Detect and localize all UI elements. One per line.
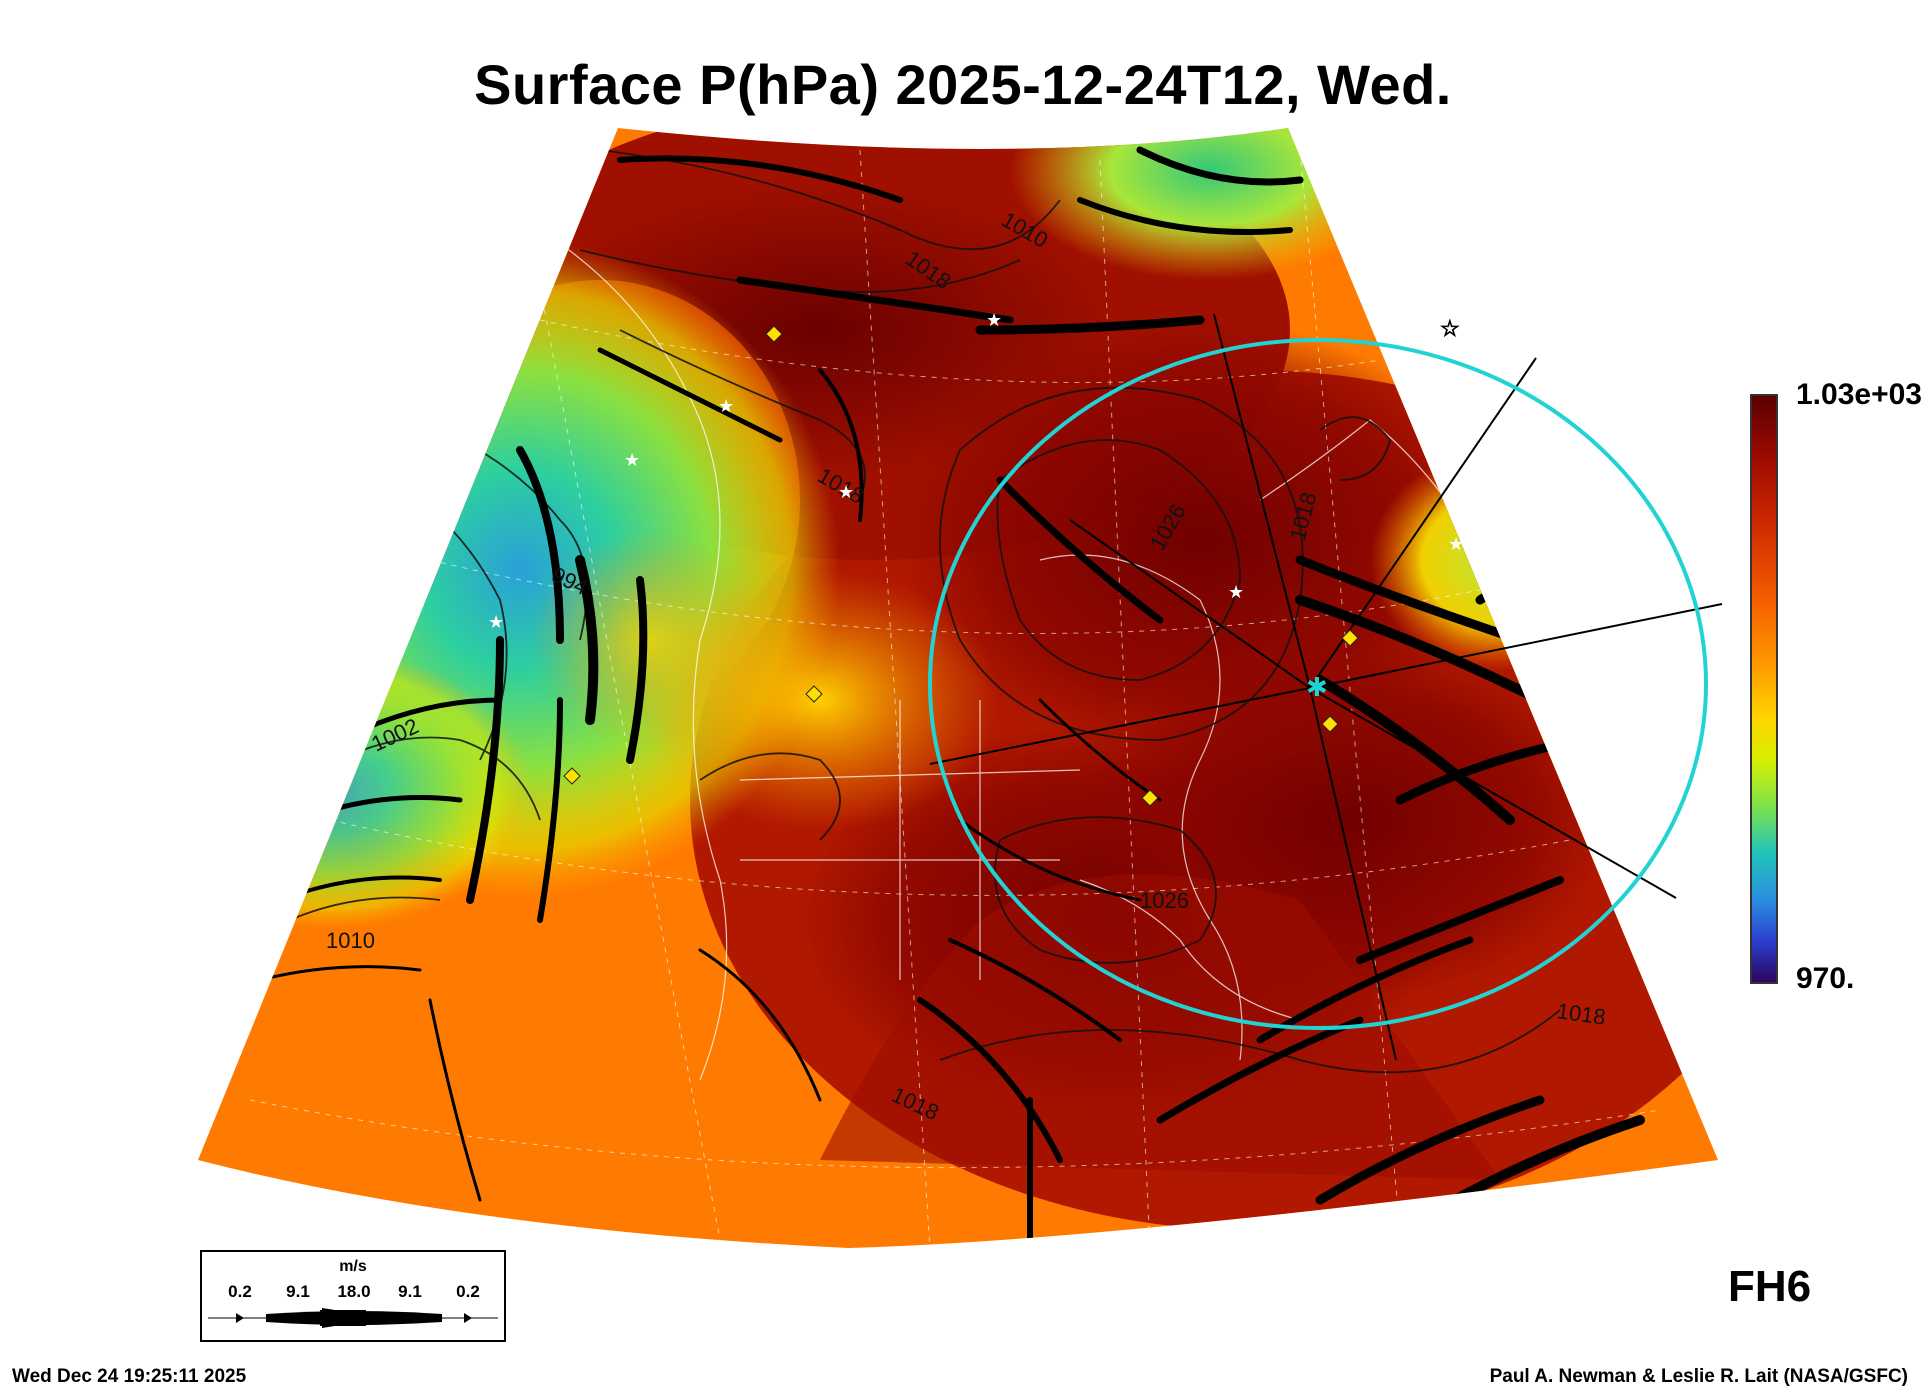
- pressure-field: [198, 128, 1718, 1248]
- colorbar: [1750, 394, 1778, 984]
- isobars: [289, 149, 1561, 1074]
- star-icon: ★: [488, 612, 504, 633]
- footer-timestamp: Wed Dec 24 19:25:11 2025: [12, 1366, 247, 1387]
- colorbar-max-label: 1.03e+03: [1796, 378, 1922, 411]
- contour-label: 1026: [1140, 888, 1189, 913]
- star-icon: ★: [624, 450, 640, 471]
- footer-credit: Paul A. Newman & Leslie R. Lait (NASA/GS…: [1489, 1366, 1908, 1387]
- reference-ring: [928, 338, 1708, 1030]
- legend-tick: 9.1: [286, 1282, 310, 1301]
- star-icon: ★: [1228, 582, 1244, 603]
- star-icon: ★: [718, 396, 734, 417]
- station-diamonds: [563, 325, 1359, 807]
- diamond-icon: [563, 767, 581, 785]
- forecast-hour-label: FH6: [1728, 1262, 1812, 1311]
- star-icon: ★: [986, 310, 1002, 331]
- star-icon: ★: [838, 482, 854, 503]
- diamond-icon: [1341, 629, 1359, 647]
- legend-tick: 9.1: [398, 1282, 422, 1301]
- chart-title: Surface P(hPa) 2025-12-24T12, Wed.: [474, 53, 1452, 116]
- diamond-icon: [805, 685, 823, 703]
- outline-star-icon: ☆: [1440, 317, 1460, 342]
- legend-arrow: [208, 1308, 498, 1328]
- diamond-icon: [1321, 715, 1339, 733]
- center-star-icon: ✱: [1306, 673, 1328, 703]
- legend-tick: 18.0: [337, 1282, 371, 1301]
- legend-unit: m/s: [339, 1258, 367, 1275]
- legend-tick: 0.2: [228, 1282, 252, 1301]
- contour-label: 1010: [326, 928, 375, 953]
- wind-speed-legend: m/s 0.2 9.1 18.0 9.1 0.2: [200, 1250, 506, 1342]
- diamond-icon: [765, 325, 783, 343]
- legend-tick: 0.2: [456, 1282, 480, 1301]
- colorbar-gradient: [1752, 396, 1776, 982]
- colorbar-min-label: 970.: [1796, 962, 1855, 995]
- star-icon: ★: [1448, 534, 1464, 555]
- diamond-icon: [1141, 789, 1159, 807]
- station-stars: ★ ★ ★ ★ ★ ★ ★ ☆: [488, 310, 1464, 633]
